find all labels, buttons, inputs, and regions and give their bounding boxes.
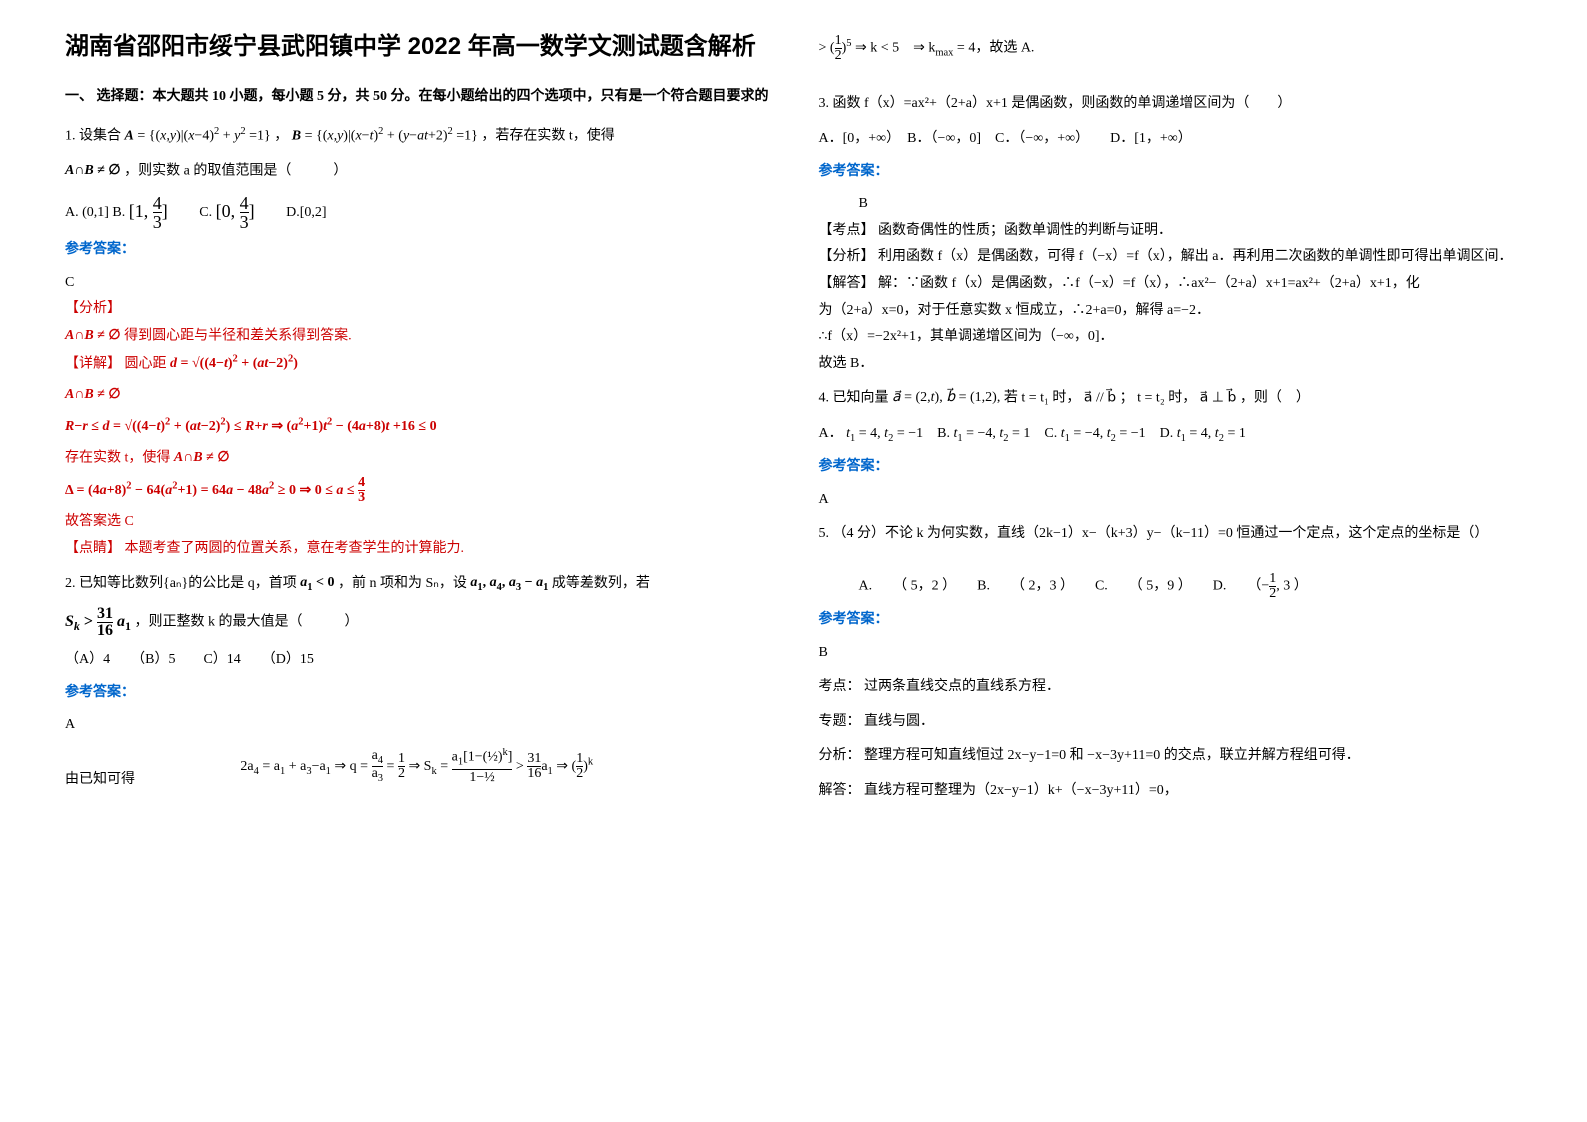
- q5-zt-label: 专题：: [819, 714, 861, 729]
- q1-analysis-line: A∩B ≠ ∅ 得到圆心距与半径和差关系得到答案.: [65, 323, 769, 350]
- q3-text: 3. 函数 f（x）=ax²+（2+a）x+1 是偶函数，则函数的单调递增区间为…: [819, 91, 1523, 118]
- q2-ref-label: 参考答案：: [65, 680, 769, 707]
- q5-kd-text: 过两条直线交点的直线系方程．: [864, 679, 1060, 694]
- page-root: 湖南省邵阳市绥宁县武阳镇中学 2022 年高一数学文测试题含解析 一、 选择题：…: [0, 0, 1587, 1122]
- q1-detail-label: 【详解】: [65, 356, 121, 371]
- q1-text-a: 1. 设集合: [65, 129, 121, 144]
- q1-dianjing-text: 本题考查了两圆的位置关系，意在考查学生的计算能力.: [125, 541, 465, 556]
- kaodian-label: 【考点】: [819, 223, 875, 238]
- q1-opt-b: [1, 43]: [129, 194, 168, 231]
- q1-detail-d: d = √((4−t)2 + (at−2)2): [170, 350, 298, 378]
- q2: 2. 已知等比数列{aₙ}的公比是 q，首项 a1 < 0 ，前 n 项和为 S…: [65, 570, 769, 598]
- q4-text-a: 4. 已知向量: [819, 391, 889, 406]
- q1-analysis-label: 【分析】: [65, 296, 769, 323]
- q5-fx-text: 整理方程可知直线恒过 2x−y−1=0 和 −x−3y+11=0 的交点，联立并…: [864, 748, 1360, 763]
- q1-exist-ab: A∩B ≠ ∅: [174, 445, 230, 472]
- q1-opt-ab-pre: A. (0,1] B.: [65, 204, 125, 219]
- q5-kd-label: 考点：: [819, 679, 861, 694]
- q1-set-a: A = {(x,y)|(x−4)2 + y2 =1}: [125, 122, 271, 150]
- q3-answer: B: [819, 191, 1523, 218]
- q5-ref-label: 参考答案：: [819, 607, 1523, 634]
- q2-cont: > (12)5 ⇒ k < 5 ⇒ kmax = 4，故选 A.: [819, 34, 1523, 63]
- section-1-head: 一、 选择题：本大题共 10 小题，每小题 5 分，共 50 分。在每小题给出的…: [65, 84, 769, 111]
- q3-jieda2: 为（2+a）x=0，对于任意实数 x 恒成立，∴2+a=0，解得 a=−2．: [819, 298, 1523, 325]
- q1-exist-text: 存在实数 t，使得: [65, 450, 170, 465]
- q4-answer: A: [819, 487, 1523, 514]
- q4-options: A． t1 = 4, t2 = −1 B. t1 = −4, t2 = 1 C.…: [819, 421, 1523, 449]
- q5-opts-a: A. （ 5，2 ） B. （ 2，3 ） C. （ 5，9 ） D. （−: [859, 579, 1270, 594]
- q2-options: （A）4 （B）5 C）14 （D）15: [65, 647, 769, 674]
- q1-ref-label: 参考答案：: [65, 237, 769, 264]
- q3-analysis: 【分析】 利用函数 f（x）是偶函数，可得 f（−x）=f（x），解出 a．再利…: [819, 244, 1523, 271]
- q2-text-a: 2. 已知等比数列{aₙ}的公比是 q，首项: [65, 576, 297, 591]
- q5-text: 5. （4 分）不论 k 为何实数，直线（2k−1）x−（k+3）y−（k−11…: [819, 521, 1523, 548]
- q3-ref-label: 参考答案：: [819, 159, 1523, 186]
- q3-jieda4: 故选 B．: [819, 351, 1523, 378]
- q2-line2: Sk > 3116 a1 ，则正整数 k 的最大值是（ ）: [65, 606, 769, 639]
- q2-text-c: 成等差数列，若: [552, 576, 650, 591]
- q1-analysis-ab: A∩B ≠ ∅: [65, 323, 121, 350]
- q1-analysis-text: 得到圆心距与半径和差关系得到答案.: [124, 328, 352, 343]
- q5-opts-b: , 3 ）: [1276, 579, 1308, 594]
- q1-so: 故答案选 C: [65, 509, 769, 536]
- q1-ab-line: A∩B ≠ ∅: [65, 382, 769, 409]
- q3-jieda3: ∴f（x）=−2x²+1，其单调递增区间为（−∞，0]．: [819, 324, 1523, 351]
- q1-set-b: B = {(x,y)|(x−t)2 + (y−at+2)2 =1}: [292, 122, 478, 150]
- q1-text-c: ，则实数 a 的取值范围是（ ）: [124, 164, 347, 179]
- q1-options: A. (0,1] B. [1, 43] C. [0, 43] D.[0,2]: [65, 194, 769, 231]
- q4-text-b: 若 t = t₁ 时， a⃗ // b⃗ ； t = t₂ 时， a⃗ ⊥ b⃗…: [1004, 391, 1310, 406]
- q2-seq: a1, a4, a3 − a1: [470, 570, 548, 598]
- q1-detail-pre: 圆心距: [125, 356, 171, 371]
- jieda-label: 【解答】: [819, 276, 875, 291]
- q1-answer: C: [65, 270, 769, 297]
- q1-delta: Δ = (4a+8)2 − 64(a2+1) = 64a − 48a2 ≥ 0 …: [65, 476, 769, 505]
- q1-comma: ，: [274, 129, 288, 144]
- document-title: 湖南省邵阳市绥宁县武阳镇中学 2022 年高一数学文测试题含解析: [65, 30, 769, 64]
- q5-jd-label: 解答：: [819, 783, 861, 798]
- left-column: 湖南省邵阳市绥宁县武阳镇中学 2022 年高一数学文测试题含解析 一、 选择题：…: [40, 30, 794, 1092]
- q2-answer: A: [65, 712, 769, 739]
- q1-dianjing: 【点睛】 本题考查了两圆的位置关系，意在考查学生的计算能力.: [65, 536, 769, 563]
- q5-jd-text: 直线方程可整理为（2x−y−1）k+（−x−3y+11）=0，: [864, 783, 1178, 798]
- q2-text-b: ，前 n 项和为 Sₙ，设: [338, 576, 467, 591]
- q3-analysis-text: 利用函数 f（x）是偶函数，可得 f（−x）=f（x），解出 a．再利用二次函数…: [878, 249, 1513, 264]
- q1-opt-d: D.[0,2]: [258, 204, 326, 219]
- q3-kaodian-text: 函数奇偶性的性质；函数单调性的判断与证明．: [878, 223, 1172, 238]
- q1-exist: 存在实数 t，使得 A∩B ≠ ∅: [65, 445, 769, 472]
- q1-cond: A∩B ≠ ∅: [65, 158, 121, 185]
- q5-fx-label: 分析：: [819, 748, 861, 763]
- q3-kaodian: 【考点】 函数奇偶性的性质；函数单调性的判断与证明．: [819, 218, 1523, 245]
- q3-jieda1-text: 解：∵函数 f（x）是偶函数，∴f（−x）=f（x），∴ax²−（2+a）x+1…: [878, 276, 1420, 291]
- q5-zt-text: 直线与圆．: [864, 714, 934, 729]
- q1-dianjing-label: 【点睛】: [65, 541, 121, 556]
- q1-text-b: ，若存在实数 t，使得: [481, 129, 614, 144]
- q3-jieda1: 【解答】 解：∵函数 f（x）是偶函数，∴f（−x）=f（x），∴ax²−（2+…: [819, 271, 1523, 298]
- q5-answer: B: [819, 640, 1523, 667]
- q2-text-d: ，则正整数 k 的最大值是（ ）: [135, 615, 359, 630]
- q2-a1: a1 < 0: [300, 570, 334, 598]
- analysis-label: 【分析】: [819, 249, 875, 264]
- q4-ref-label: 参考答案：: [819, 454, 1523, 481]
- q3-options: A．[0，+∞） B．（−∞，0] C．（−∞，+∞） D．[1，+∞）: [819, 126, 1523, 153]
- q5-zt: 专题： 直线与圆．: [819, 709, 1523, 736]
- q2-sk: Sk > 3116 a1: [65, 606, 131, 639]
- q5-jd: 解答： 直线方程可整理为（2x−y−1）k+（−x−3y+11）=0，: [819, 778, 1523, 805]
- q1-opt-c: [0, 43]: [216, 194, 255, 231]
- right-column: > (12)5 ⇒ k < 5 ⇒ kmax = 4，故选 A. 3. 函数 f…: [794, 30, 1548, 1092]
- q5-options: A. （ 5，2 ） B. （ 2，3 ） C. （ 5，9 ） D. （−12…: [819, 572, 1523, 601]
- q1-line2: A∩B ≠ ∅ ，则实数 a 的取值范围是（ ）: [65, 158, 769, 185]
- q5-kd: 考点： 过两条直线交点的直线系方程．: [819, 674, 1523, 701]
- q4-vec: a⃗ = (2,t), b⃗ = (1,2),: [892, 385, 1000, 412]
- q1-rr-line: R−r ≤ d = √((4−t)2 + (at−2)2) ≤ R+r ⇒ (a…: [65, 413, 769, 441]
- q1-detail: 【详解】 圆心距 d = √((4−t)2 + (at−2)2): [65, 350, 769, 378]
- q5-fx: 分析： 整理方程可知直线恒过 2x−y−1=0 和 −x−3y+11=0 的交点…: [819, 743, 1523, 770]
- q1: 1. 设集合 A = {(x,y)|(x−4)2 + y2 =1} ， B = …: [65, 122, 769, 150]
- q4: 4. 已知向量 a⃗ = (2,t), b⃗ = (1,2), 若 t = t₁…: [819, 385, 1523, 412]
- q1-opt-c-pre: C.: [171, 204, 212, 219]
